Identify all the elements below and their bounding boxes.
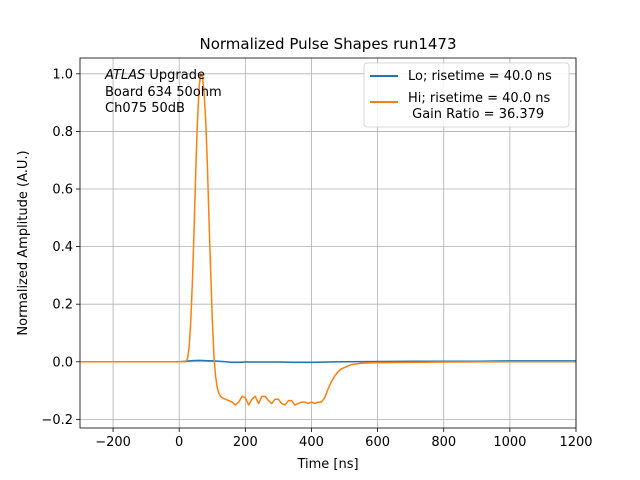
y-tick-label: −0.2 bbox=[41, 413, 73, 428]
series-hi-line bbox=[80, 73, 576, 406]
annotation-line-2: Board 634 50ohm bbox=[105, 85, 222, 100]
y-tick-label: 0.6 bbox=[52, 183, 73, 198]
chart-title: Normalized Pulse Shapes run1473 bbox=[199, 35, 456, 53]
x-tick-label: 800 bbox=[431, 435, 456, 450]
x-tick-label: 1000 bbox=[493, 435, 526, 450]
y-tick-label: 0.0 bbox=[52, 355, 73, 370]
annotation-line-3: Ch075 50dB bbox=[105, 101, 185, 116]
series-lo-line bbox=[80, 359, 576, 364]
x-axis-label: Time [ns] bbox=[296, 457, 358, 472]
legend-entry-lo: Lo; risetime = 40.0 ns bbox=[408, 69, 552, 84]
y-tick-label: 1.0 bbox=[52, 67, 73, 82]
x-tick-label: 0 bbox=[175, 435, 183, 450]
annotation-line-1: ATLAS Upgrade bbox=[104, 68, 205, 83]
annotation: ATLAS Upgrade Board 634 50ohm Ch075 50dB bbox=[104, 68, 222, 116]
y-tick-label: 0.8 bbox=[52, 125, 73, 140]
x-tick-label: −200 bbox=[95, 435, 131, 450]
x-tick-label: 1200 bbox=[559, 435, 592, 450]
x-tick-label: 200 bbox=[233, 435, 258, 450]
series-layer bbox=[80, 73, 576, 406]
x-tick-label: 400 bbox=[299, 435, 324, 450]
legend-box bbox=[363, 62, 570, 128]
annotation-atlas: ATLAS bbox=[104, 68, 145, 83]
legend-entry-hi: Hi; risetime = 40.0 ns Gain Ratio = 36.3… bbox=[408, 91, 550, 122]
y-tick-label: 0.2 bbox=[52, 298, 73, 313]
ticks: −200 0 200 400 600 800 1000 1200 −0.2 0.0 0.2 0.4 0.… bbox=[41, 67, 592, 450]
x-tick-label: 600 bbox=[365, 435, 390, 450]
plot-frame bbox=[79, 57, 577, 429]
y-tick-label: 0.4 bbox=[52, 240, 73, 255]
legend: Lo; risetime = 40.0 ns Hi; risetime = 40… bbox=[363, 62, 570, 128]
y-axis-label: Normalized Amplitude (A.U.) bbox=[16, 150, 31, 335]
annotation-upgrade: Upgrade bbox=[145, 68, 205, 83]
